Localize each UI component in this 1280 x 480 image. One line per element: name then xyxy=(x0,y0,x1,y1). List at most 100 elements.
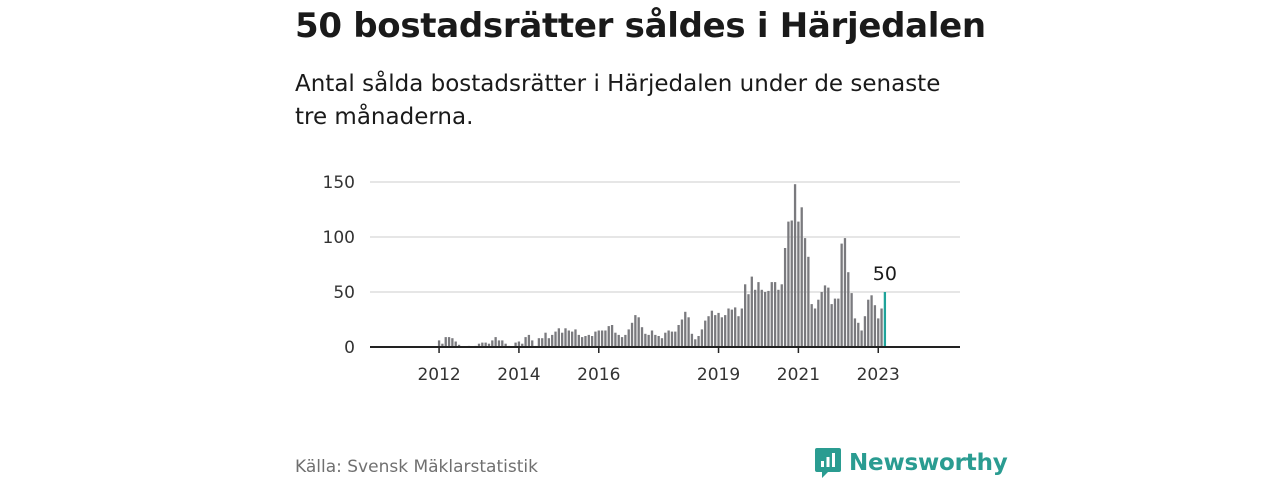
y-tick-label: 0 xyxy=(344,338,355,358)
bar xyxy=(833,298,837,347)
source-note: Källa: Svensk Mäklarstatistik xyxy=(295,457,538,477)
bar xyxy=(497,340,501,347)
bar xyxy=(554,331,557,347)
bar xyxy=(577,334,580,347)
bar xyxy=(537,338,541,347)
bar xyxy=(504,343,507,347)
bar xyxy=(714,315,717,347)
bar xyxy=(580,337,584,347)
bar xyxy=(737,316,740,347)
bar xyxy=(734,307,737,347)
bar xyxy=(717,312,720,347)
bar xyxy=(800,207,803,347)
latest-value-label: 50 xyxy=(873,263,897,285)
bar xyxy=(870,295,873,347)
bar xyxy=(850,293,853,347)
bar xyxy=(571,331,574,347)
bar xyxy=(837,298,840,347)
bar xyxy=(597,330,600,347)
bar xyxy=(517,341,521,347)
bar-layer xyxy=(437,184,887,347)
bar xyxy=(813,308,817,347)
bar xyxy=(853,318,857,347)
bar xyxy=(753,289,757,347)
bar xyxy=(750,276,753,347)
bar xyxy=(817,299,820,347)
bar xyxy=(660,338,664,347)
bar xyxy=(587,334,590,347)
bar xyxy=(823,285,827,347)
bar xyxy=(667,330,670,347)
bar xyxy=(803,238,807,347)
newsworthy-logo-icon xyxy=(815,448,841,478)
bar xyxy=(564,328,567,347)
bar xyxy=(561,332,564,347)
bar xyxy=(783,248,787,347)
bar xyxy=(880,308,883,347)
bar xyxy=(644,333,647,347)
bar xyxy=(484,342,487,347)
chart-title: 50 bostadsrätter såldes i Härjedalen xyxy=(295,6,986,46)
bar xyxy=(620,337,624,347)
bar xyxy=(610,325,614,347)
bar xyxy=(531,340,534,347)
bar xyxy=(547,338,551,347)
bar xyxy=(544,332,547,347)
bar xyxy=(700,329,704,347)
bar xyxy=(487,343,491,347)
bar xyxy=(491,340,494,347)
bar xyxy=(763,292,767,347)
bar xyxy=(873,305,877,347)
bar xyxy=(444,337,447,347)
x-tick-label: 2014 xyxy=(497,365,540,385)
bar xyxy=(574,329,577,347)
bar xyxy=(650,330,654,347)
bar xyxy=(807,256,810,347)
bar xyxy=(684,311,687,347)
bar xyxy=(584,336,587,347)
bar xyxy=(820,292,823,347)
y-tick-label: 50 xyxy=(333,283,355,303)
bar xyxy=(847,272,850,347)
bar xyxy=(720,317,724,347)
x-tick-label: 2021 xyxy=(777,365,820,385)
bar xyxy=(687,317,690,347)
bar xyxy=(670,331,674,347)
bar xyxy=(867,299,870,347)
bar xyxy=(830,304,833,347)
bar xyxy=(777,289,780,347)
bar xyxy=(454,341,457,347)
bar xyxy=(541,338,544,347)
bar xyxy=(780,284,783,347)
bar xyxy=(441,343,444,347)
bar xyxy=(730,309,733,347)
bar xyxy=(863,316,867,347)
bar xyxy=(740,308,743,347)
bar xyxy=(437,340,441,347)
bar xyxy=(793,184,797,347)
bar xyxy=(770,282,773,347)
bar xyxy=(524,337,527,347)
bar xyxy=(744,284,747,347)
x-tick-label: 2012 xyxy=(417,365,460,385)
bar xyxy=(637,317,640,347)
bar xyxy=(827,287,830,347)
bar xyxy=(594,331,597,347)
bar xyxy=(477,343,481,347)
y-tick-label: 150 xyxy=(323,173,355,193)
bar xyxy=(451,338,454,347)
bar xyxy=(790,220,793,347)
bar xyxy=(481,342,484,347)
bar xyxy=(527,334,531,347)
bar-latest xyxy=(883,292,887,347)
bar xyxy=(607,326,610,347)
bar xyxy=(710,310,714,347)
bar xyxy=(787,221,790,347)
bar xyxy=(627,329,630,347)
bar xyxy=(697,336,700,347)
x-tick-label: 2016 xyxy=(577,365,620,385)
bar xyxy=(551,334,554,347)
bar xyxy=(843,238,847,347)
bar xyxy=(857,322,860,347)
bar xyxy=(690,333,694,347)
